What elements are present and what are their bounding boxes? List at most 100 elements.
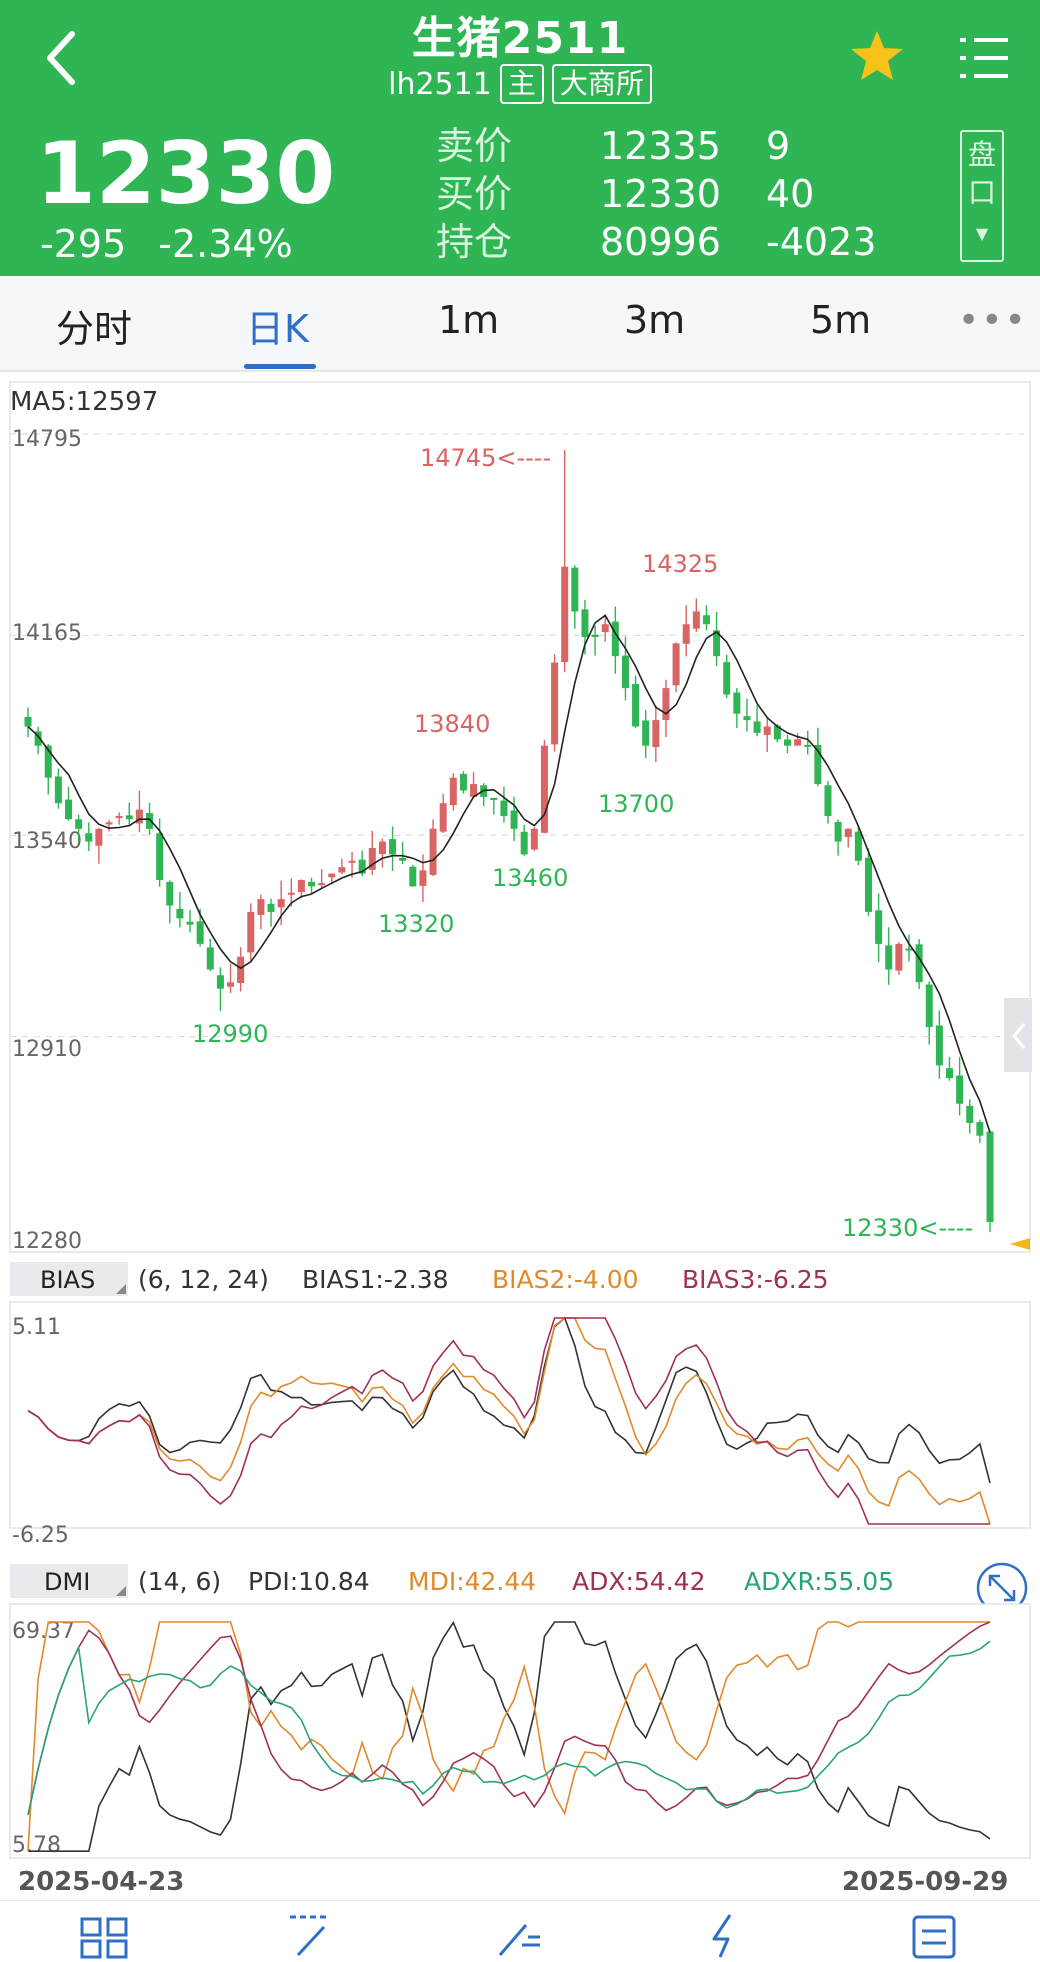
candle-body bbox=[875, 910, 883, 944]
bias-ymin: -6.25 bbox=[12, 1523, 69, 1548]
candle-body bbox=[227, 982, 235, 987]
candle-body bbox=[125, 815, 133, 820]
last-price-annotation: 12330<---- bbox=[842, 1214, 973, 1242]
more-tabs-icon[interactable]: ••• bbox=[958, 300, 1028, 341]
price-grid bbox=[10, 433, 1030, 1038]
ytick-label: 14165 bbox=[12, 621, 82, 646]
exchange-tag: 大商所 bbox=[551, 64, 652, 104]
candle-body bbox=[895, 943, 903, 971]
candle-body bbox=[257, 899, 265, 915]
candle-body bbox=[348, 860, 356, 863]
candle-body bbox=[267, 903, 275, 912]
ytick-label: 13540 bbox=[12, 829, 82, 854]
candle-body bbox=[24, 716, 32, 727]
candle-body bbox=[166, 881, 174, 906]
candle-body bbox=[814, 745, 822, 785]
side-drawer-handle[interactable] bbox=[1004, 998, 1032, 1072]
bias3-value: BIAS3:-6.25 bbox=[682, 1265, 829, 1294]
bottom-toolbar bbox=[0, 1900, 1040, 1962]
quote-labels: 卖价 买价 持仓 bbox=[436, 122, 512, 266]
trough-annotation: 13320 bbox=[378, 910, 454, 938]
dmi-ymax: 69.37 bbox=[12, 1619, 75, 1644]
candle-body bbox=[702, 615, 710, 625]
tab-daily-k[interactable]: 日K bbox=[246, 307, 309, 351]
open-interest-label: 持仓 bbox=[436, 220, 513, 264]
candle-body bbox=[945, 1068, 953, 1079]
candle-body bbox=[571, 567, 579, 612]
back-arrow-icon[interactable] bbox=[40, 28, 84, 88]
candle-body bbox=[915, 944, 923, 983]
menu-icon[interactable] bbox=[958, 34, 1010, 82]
trough-annotation: 13700 bbox=[598, 790, 674, 818]
candle-body bbox=[146, 813, 154, 829]
quote-header: 生猪2511 lh2511 主 大商所 12330 -295 -2.34% 卖价 … bbox=[0, 0, 1040, 276]
candle-body bbox=[490, 797, 498, 801]
grid-icon[interactable] bbox=[78, 1911, 130, 1959]
open-interest-change: -4023 bbox=[766, 220, 877, 264]
dropdown-corner-icon bbox=[116, 1284, 126, 1294]
candle-body bbox=[429, 828, 437, 875]
candle-body bbox=[976, 1122, 984, 1136]
lightning-icon[interactable] bbox=[700, 1911, 752, 1959]
candle-body bbox=[885, 945, 893, 970]
candle-body bbox=[44, 745, 52, 778]
candle-body bbox=[733, 692, 741, 714]
candle-body bbox=[358, 859, 366, 874]
candle-body bbox=[621, 655, 629, 689]
bias2-value: BIAS2:-4.00 bbox=[492, 1265, 639, 1294]
candle-body bbox=[824, 785, 832, 817]
dmi-selector[interactable] bbox=[10, 1564, 128, 1598]
candle-body bbox=[551, 662, 559, 745]
candle-body bbox=[540, 745, 548, 833]
candle-body bbox=[925, 984, 933, 1028]
candle-body bbox=[389, 839, 397, 855]
candle-body bbox=[763, 726, 771, 735]
tab-3m[interactable]: 3m bbox=[624, 298, 686, 342]
candle-body bbox=[864, 857, 872, 912]
candle-body bbox=[834, 822, 842, 842]
mdi-value: MDI:42.44 bbox=[408, 1567, 536, 1596]
dmi-name: DMI bbox=[44, 1568, 90, 1596]
bias-selector[interactable] bbox=[10, 1262, 128, 1296]
candle-body bbox=[308, 881, 316, 887]
candle-body bbox=[905, 948, 913, 951]
order-book-label: 盘口 bbox=[968, 138, 997, 209]
candle-body bbox=[581, 609, 589, 637]
draw-line-icon[interactable] bbox=[284, 1911, 336, 1959]
candle-body bbox=[287, 892, 295, 895]
chart-area[interactable]: MA5:12597 14795 14165 13540 12910 12280 … bbox=[0, 372, 1040, 1902]
candle-body bbox=[986, 1131, 994, 1223]
ma5-line bbox=[27, 614, 991, 1133]
bias1-line bbox=[27, 1316, 991, 1484]
candle-body bbox=[135, 809, 143, 824]
tab-timeshare[interactable]: 分时 bbox=[56, 307, 133, 351]
candle-body bbox=[318, 883, 326, 886]
ytick-label: 12910 bbox=[12, 1037, 82, 1062]
adx-line bbox=[27, 1621, 991, 1816]
chevron-left-icon bbox=[1012, 1023, 1026, 1049]
switch-icon[interactable] bbox=[908, 1911, 960, 1959]
tab-5m[interactable]: 5m bbox=[810, 298, 872, 342]
candle-body bbox=[966, 1105, 974, 1123]
candle-body bbox=[611, 621, 619, 657]
candle-body bbox=[247, 911, 255, 953]
candle-body bbox=[601, 624, 609, 633]
last-price: 12330 bbox=[36, 124, 336, 224]
quote-values: 12335 12330 80996 bbox=[600, 122, 721, 266]
active-tab-indicator bbox=[244, 364, 316, 369]
mdi-line bbox=[27, 1621, 990, 1852]
favorite-star-icon[interactable] bbox=[848, 28, 906, 86]
candle-body bbox=[75, 819, 83, 829]
tab-1m[interactable]: 1m bbox=[438, 298, 500, 342]
candle-body bbox=[186, 921, 194, 925]
candle-body bbox=[743, 716, 751, 721]
order-book-button[interactable]: 盘口 ▼ bbox=[960, 130, 1004, 262]
change-value: -295 bbox=[40, 222, 127, 266]
dmi-params: (14, 6) bbox=[138, 1567, 221, 1596]
period-tabs: 分时 日K 1m 3m 5m ••• bbox=[0, 278, 1040, 372]
candle-body bbox=[206, 947, 214, 970]
bias2-line bbox=[27, 1317, 991, 1525]
bias1-value: BIAS1:-2.38 bbox=[302, 1265, 449, 1294]
edit-icon[interactable] bbox=[492, 1911, 544, 1959]
candle-body bbox=[34, 731, 42, 746]
